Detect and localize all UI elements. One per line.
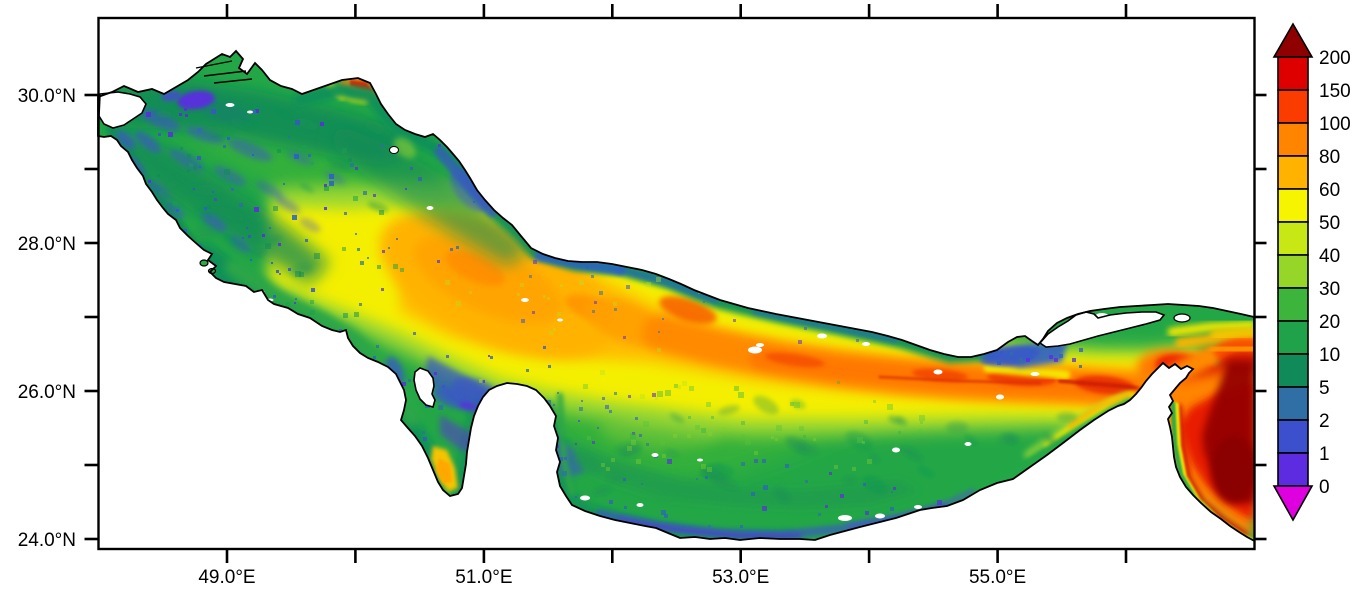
svg-text:60: 60	[1319, 180, 1340, 201]
svg-text:5: 5	[1319, 378, 1330, 399]
svg-text:200: 200	[1319, 48, 1351, 69]
svg-text:20: 20	[1319, 312, 1340, 333]
svg-text:30.0°N: 30.0°N	[18, 86, 76, 107]
svg-text:80: 80	[1319, 147, 1340, 168]
svg-text:24.0°N: 24.0°N	[18, 530, 76, 551]
svg-text:26.0°N: 26.0°N	[18, 382, 76, 403]
svg-text:150: 150	[1319, 81, 1351, 102]
svg-text:2: 2	[1319, 411, 1330, 432]
svg-text:1: 1	[1319, 444, 1330, 465]
svg-text:51.0°E: 51.0°E	[455, 567, 512, 588]
svg-text:30: 30	[1319, 279, 1340, 300]
svg-text:0: 0	[1319, 477, 1330, 498]
svg-text:53.0°E: 53.0°E	[712, 567, 769, 588]
svg-text:100: 100	[1319, 114, 1351, 135]
svg-text:40: 40	[1319, 246, 1340, 267]
svg-text:49.0°E: 49.0°E	[198, 567, 255, 588]
svg-text:28.0°N: 28.0°N	[18, 234, 76, 255]
svg-text:10: 10	[1319, 345, 1340, 366]
svg-text:50: 50	[1319, 213, 1340, 234]
svg-text:55.0°E: 55.0°E	[969, 567, 1026, 588]
